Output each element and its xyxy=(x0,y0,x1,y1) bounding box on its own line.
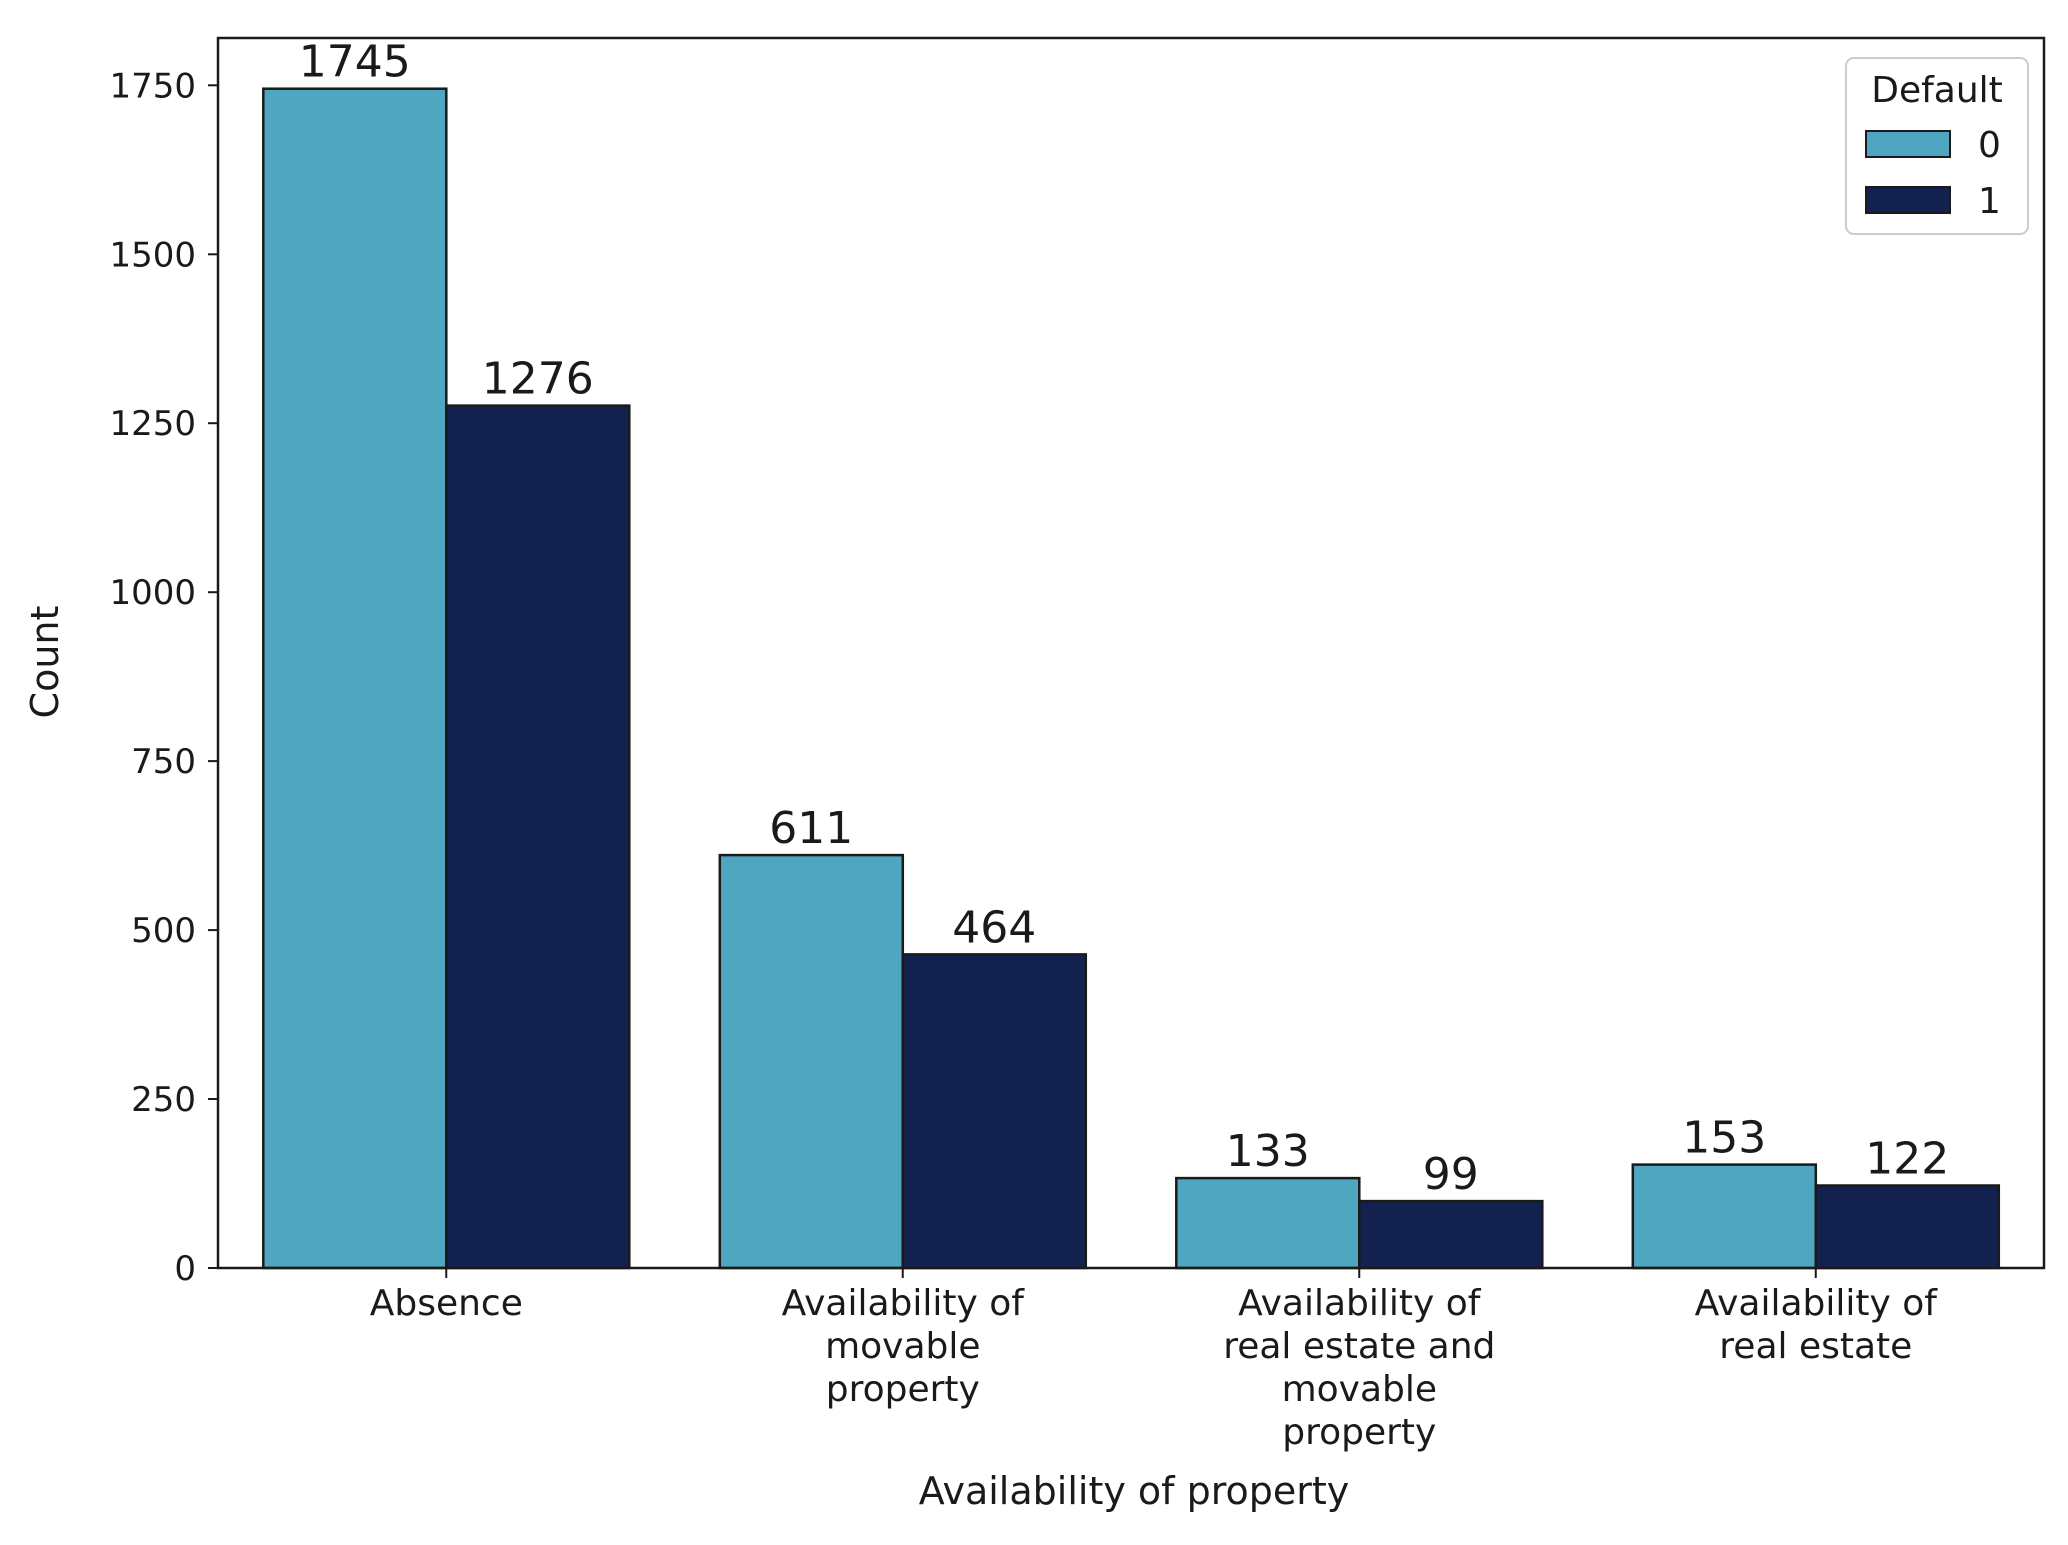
legend: Default 0 1 xyxy=(1845,57,2029,235)
y-tick-label-0: 0 xyxy=(174,1249,196,1289)
legend-label-0: 0 xyxy=(1978,125,2001,166)
value-label-3-series-1: 122 xyxy=(1865,1134,1949,1185)
y-tick-label-6: 1500 xyxy=(109,235,196,275)
legend-title: Default xyxy=(1871,70,2003,111)
plot-frame xyxy=(216,36,2046,1270)
bar-2-series-0 xyxy=(1175,1176,1361,1270)
x-tick-label-0: Absence xyxy=(370,1283,523,1324)
x-axis-title: Availability of property xyxy=(919,1469,1350,1513)
y-tick-label-2: 500 xyxy=(131,911,196,951)
x-tick-label-2: Availability of real estate and movable pro… xyxy=(1223,1283,1495,1453)
y-tick-label-5: 1250 xyxy=(109,404,196,444)
bar-1-series-1 xyxy=(901,953,1088,1270)
y-tick-label-7: 1750 xyxy=(109,66,196,106)
x-tick-label-3: Availability of real estate xyxy=(1695,1283,1939,1367)
bars-layer xyxy=(262,87,2001,1270)
y-axis-title: Count xyxy=(23,606,67,719)
bar-3-series-1 xyxy=(1814,1184,2001,1270)
value-label-0-series-1: 1276 xyxy=(482,354,594,405)
bar-0-series-0 xyxy=(262,87,448,1270)
bar-0-series-1 xyxy=(445,404,631,1270)
value-label-2-series-0: 133 xyxy=(1226,1126,1310,1177)
value-label-3-series-0: 153 xyxy=(1682,1113,1766,1164)
bar-3-series-0 xyxy=(1631,1163,1818,1270)
axes-layer xyxy=(208,36,2046,1278)
labels-layer: 1745 1276 Absence 611 464 Availability of mova… xyxy=(109,37,1949,1453)
legend-swatch-0 xyxy=(1865,130,1951,158)
value-label-1-series-0: 611 xyxy=(769,803,853,854)
value-label-1-series-1: 464 xyxy=(952,902,1036,953)
y-tick-label-4: 1000 xyxy=(109,573,196,613)
y-tick-label-1: 250 xyxy=(131,1080,196,1120)
legend-label-1: 1 xyxy=(1978,181,2001,222)
y-tick-label-3: 750 xyxy=(131,742,196,782)
value-label-0-series-0: 1745 xyxy=(299,37,411,88)
bar-2-series-1 xyxy=(1358,1199,1544,1270)
bar-1-series-0 xyxy=(718,853,905,1270)
value-label-2-series-1: 99 xyxy=(1423,1149,1479,1200)
x-tick-label-1: Availability of movable property xyxy=(782,1283,1026,1410)
legend-swatch-1 xyxy=(1865,186,1951,214)
